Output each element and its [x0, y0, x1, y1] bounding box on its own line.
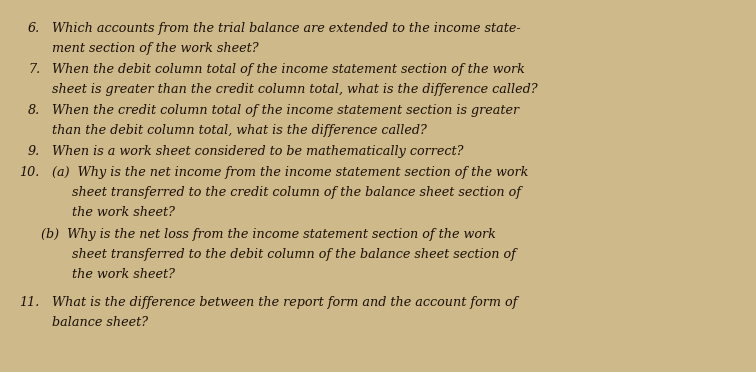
- Text: What is the difference between the report form and the account form of: What is the difference between the repor…: [52, 296, 517, 309]
- Text: 6.: 6.: [28, 22, 40, 35]
- Text: sheet transferred to the debit column of the balance sheet section of: sheet transferred to the debit column of…: [72, 248, 516, 261]
- Text: (a)  Why is the net income from the income statement section of the work: (a) Why is the net income from the incom…: [52, 166, 528, 179]
- Text: Which accounts from the trial balance are extended to the income state-: Which accounts from the trial balance ar…: [52, 22, 521, 35]
- Text: When the debit column total of the income statement section of the work: When the debit column total of the incom…: [52, 63, 525, 76]
- Text: the work sheet?: the work sheet?: [72, 206, 175, 219]
- Text: 10.: 10.: [19, 166, 39, 179]
- Text: (b)  Why is the net loss from the income statement section of the work: (b) Why is the net loss from the income …: [41, 228, 496, 241]
- Text: ment section of the work sheet?: ment section of the work sheet?: [52, 42, 259, 55]
- Text: sheet is greater than the credit column total, what is the difference called?: sheet is greater than the credit column …: [52, 83, 538, 96]
- Text: sheet transferred to the credit column of the balance sheet section of: sheet transferred to the credit column o…: [72, 186, 521, 199]
- Text: balance sheet?: balance sheet?: [52, 316, 148, 329]
- Text: than the debit column total, what is the difference called?: than the debit column total, what is the…: [52, 124, 427, 137]
- Text: When is a work sheet considered to be mathematically correct?: When is a work sheet considered to be ma…: [52, 145, 463, 158]
- Text: 8.: 8.: [28, 104, 40, 117]
- Text: 9.: 9.: [28, 145, 40, 158]
- Text: When the credit column total of the income statement section is greater: When the credit column total of the inco…: [52, 104, 519, 117]
- Text: the work sheet?: the work sheet?: [72, 268, 175, 281]
- Text: 7.: 7.: [28, 63, 40, 76]
- Text: 11.: 11.: [19, 296, 39, 309]
